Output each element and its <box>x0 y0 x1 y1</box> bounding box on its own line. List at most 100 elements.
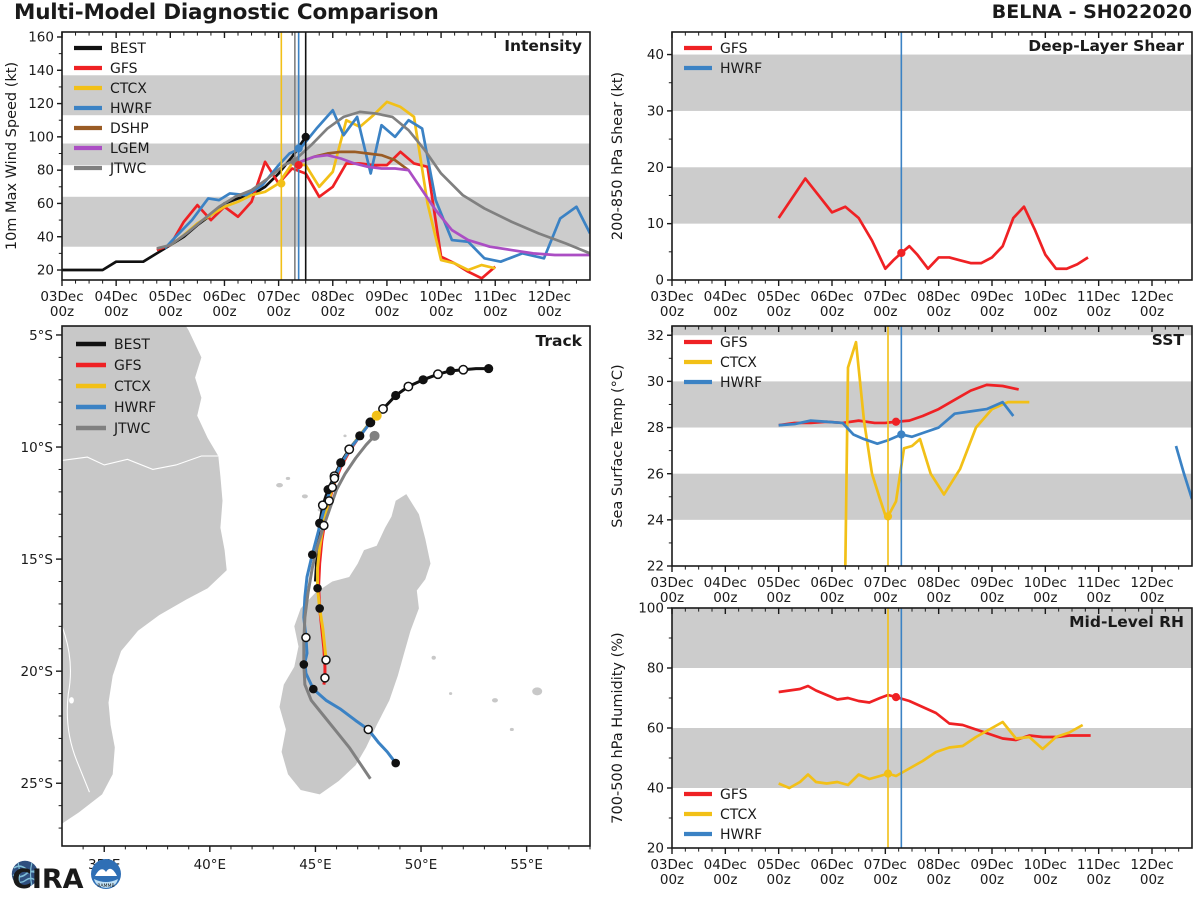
x-tick-label: 04Dec <box>704 289 747 305</box>
x-tick-sublabel: 00z <box>1033 304 1057 320</box>
x-tick-sublabel: 00z <box>873 872 897 888</box>
y-tick-label: 100 <box>638 601 664 617</box>
forecast-marker-filled <box>309 684 318 694</box>
forecast-marker-filled <box>366 418 375 427</box>
legend-label-ctcx[interactable]: CTCX <box>720 807 757 823</box>
x-tick-sublabel: 00z <box>50 304 74 320</box>
x-tick-label: 10Dec <box>419 289 462 305</box>
series-line-gfs <box>777 177 1089 271</box>
x-tick-label: 08Dec <box>917 575 960 591</box>
forecast-marker-filled <box>299 660 309 669</box>
madagascar-landmass <box>279 494 431 795</box>
legend-label-gfs[interactable]: GFS <box>720 787 748 803</box>
current-value-marker <box>891 417 901 426</box>
legend-label-hwrf[interactable]: HWRF <box>720 61 762 77</box>
legend-label-hwrf[interactable]: HWRF <box>720 375 762 391</box>
legend-label-gfs[interactable]: GFS <box>720 335 748 351</box>
x-tick-sublabel: 00z <box>980 304 1004 320</box>
y-tick-label: 20 <box>647 841 664 857</box>
track-marker-filled <box>391 390 401 401</box>
legend-label-best[interactable]: BEST <box>114 337 150 353</box>
x-tick-label: 12Dec <box>1130 575 1173 591</box>
panel-intensity[interactable]: 20 40 60 80 100 120 140 160 03Dec 00z 04Dec 00z 05De… <box>0 22 600 322</box>
x-tick-sublabel: 00z <box>1087 590 1111 606</box>
panel-track[interactable]: 35°E40°E45°E50°E55°E5°S10°S15°S20°S25°ST… <box>0 318 600 900</box>
current-value-marker <box>883 512 893 521</box>
x-tick-label: 12Dec <box>1130 857 1173 873</box>
forecast-marker-filled <box>307 550 317 559</box>
y-tick-label: 0 <box>655 273 664 289</box>
legend-label-jtwc[interactable]: JTWC <box>113 421 151 437</box>
x-tick-label: 11Dec <box>1077 857 1120 873</box>
shaded-band <box>62 196 590 247</box>
track-marker-open <box>344 444 355 455</box>
x-tick-sublabel: 00z <box>1033 872 1057 888</box>
inland-lake <box>69 697 74 704</box>
legend-label-hwrf[interactable]: HWRF <box>110 101 152 117</box>
x-tick-sublabel: 00z <box>321 304 345 320</box>
x-tick-sublabel: 00z <box>713 304 737 320</box>
panel-deep-layer-shear[interactable]: 0 10 20 30 40 03Dec 00z 04Dec 00z 05Dec 00z 06Dec 00… <box>600 22 1200 322</box>
track-line-jtwc <box>302 434 376 780</box>
legend-label-gfs[interactable]: GFS <box>114 358 142 374</box>
forecast-origin-marker <box>371 410 382 421</box>
legend-label-gfs[interactable]: GFS <box>720 41 748 57</box>
y-axis-label: 200-850 hPa Shear (kt) <box>610 72 626 240</box>
forecast-marker-open <box>329 473 340 484</box>
lat-tick-label: 20°S <box>21 664 54 680</box>
y-tick-label: 160 <box>28 30 54 46</box>
lon-tick-label: 45°E <box>299 857 331 873</box>
lat-tick-label: 10°S <box>21 440 54 456</box>
legend-label-ctcx[interactable]: CTCX <box>720 355 757 371</box>
forecast-marker-open <box>363 724 373 735</box>
series-line-hwrf_tail <box>1174 445 1192 500</box>
panel-title: Intensity <box>504 37 582 55</box>
legend-label-jtwc[interactable]: JTWC <box>109 161 147 177</box>
legend-label-lgem[interactable]: LGEM <box>110 141 150 157</box>
y-tick-label: 22 <box>647 559 664 575</box>
x-tick-label: 06Dec <box>810 857 853 873</box>
track-marker-open <box>317 500 328 511</box>
lat-tick-label: 5°S <box>29 328 53 344</box>
legend-label-best[interactable]: BEST <box>110 41 146 57</box>
series-line-hwrf <box>778 400 1015 446</box>
island-landmass <box>491 698 498 703</box>
panel-title: Mid-Level RH <box>1069 613 1184 631</box>
country-border <box>62 626 90 793</box>
panel-sst[interactable]: 22 24 26 28 30 32 03Dec 00z 04Dec 00z 05Dec 00z 06De… <box>600 318 1200 608</box>
x-tick-label: 10Dec <box>1024 857 1067 873</box>
series-line-jtwc <box>156 110 590 255</box>
y-tick-label: 30 <box>647 374 664 390</box>
shaded-band <box>672 381 1192 428</box>
panel-mid-level-rh[interactable]: 20 40 60 80 100 03Dec 00z 04Dec 00z 05Dec 00z 06Dec… <box>600 600 1200 900</box>
map-frame <box>61 325 591 847</box>
svg-text:RAMMB: RAMMB <box>97 883 114 889</box>
legend-label-ctcx[interactable]: CTCX <box>114 379 151 395</box>
legend-label-hwrf[interactable]: HWRF <box>114 400 156 416</box>
island-landmass <box>532 687 543 696</box>
track-marker-filled <box>355 431 365 441</box>
x-tick-label: 12Dec <box>528 289 571 305</box>
x-tick-sublabel: 00z <box>212 304 236 320</box>
x-tick-sublabel: 00z <box>713 590 737 606</box>
x-tick-label: 08Dec <box>311 289 354 305</box>
legend-label-hwrf[interactable]: HWRF <box>720 827 762 843</box>
x-tick-sublabel: 00z <box>660 872 684 888</box>
legend-label-gfs[interactable]: GFS <box>110 61 138 77</box>
panel-title: Deep-Layer Shear <box>1028 37 1184 55</box>
x-tick-label: 11Dec <box>474 289 517 305</box>
legend-label-ctcx[interactable]: CTCX <box>110 81 147 97</box>
x-tick-sublabel: 00z <box>1140 872 1164 888</box>
lat-tick-label: 25°S <box>21 776 54 792</box>
track-marker-open <box>403 381 414 392</box>
series-line-ctcx <box>778 720 1084 790</box>
title-bar: Multi-Model Diagnostic Comparison BELNA … <box>14 0 1192 25</box>
shaded-band <box>672 728 1192 788</box>
legend-label-dshp[interactable]: DSHP <box>110 121 149 137</box>
axes-frame <box>671 325 1193 567</box>
x-tick-label: 06Dec <box>810 575 853 591</box>
forecast-marker-filled <box>315 604 324 613</box>
x-tick-label: 10Dec <box>1024 289 1067 305</box>
island-landmass <box>276 482 283 488</box>
series-line-gfs <box>778 684 1091 742</box>
